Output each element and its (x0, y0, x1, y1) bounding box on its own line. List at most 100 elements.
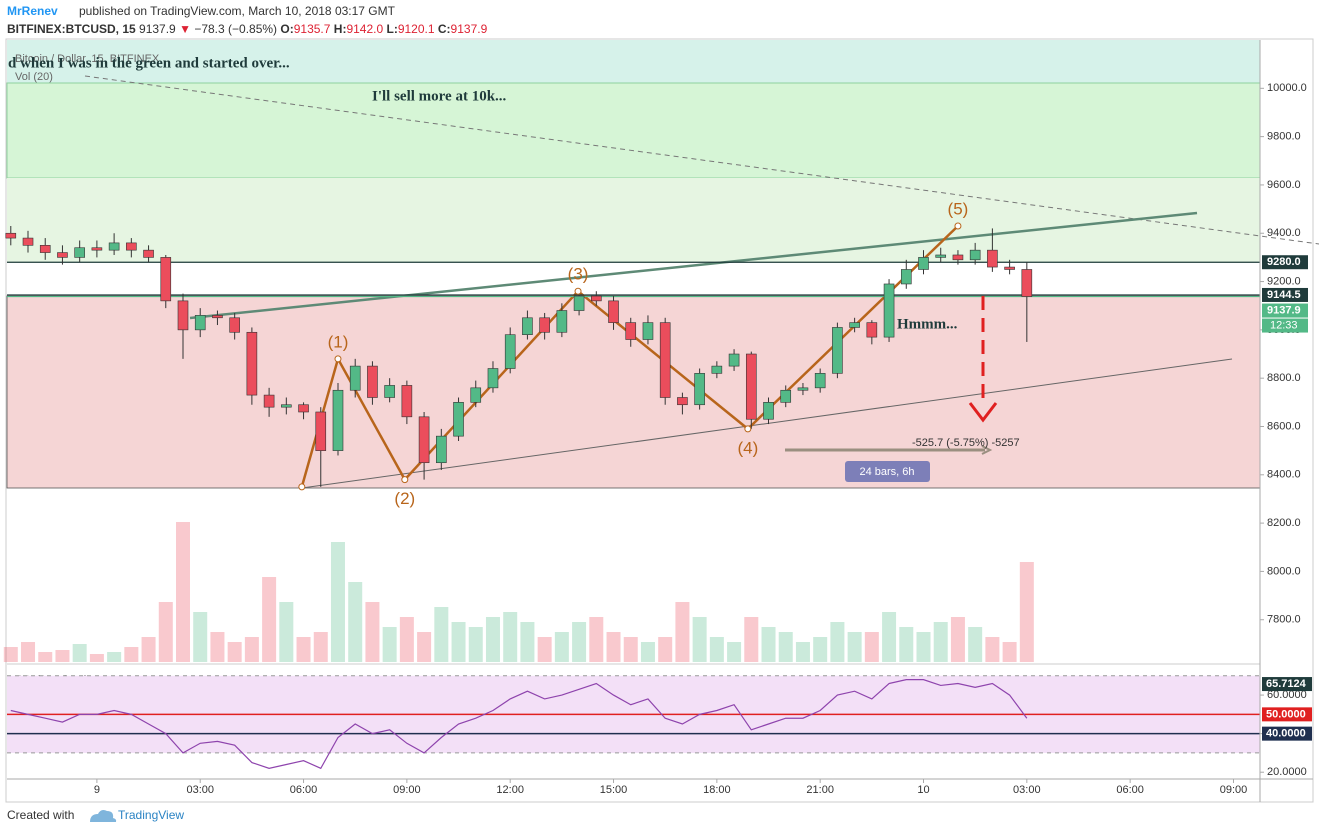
candle-body (832, 327, 843, 374)
candle-body (160, 257, 172, 302)
volume-bar (279, 602, 294, 662)
candle-body (5, 232, 17, 239)
symbol: BITFINEX:BTCUSD, 15 (7, 22, 136, 36)
volume-bar (589, 617, 604, 662)
candle-body (453, 402, 464, 437)
rsi-marker (1262, 677, 1312, 692)
volume-bar (262, 577, 277, 662)
open-label: O: (280, 22, 293, 36)
candle-body (143, 249, 154, 258)
volume-bar (55, 650, 70, 662)
volume-bar (709, 637, 724, 662)
candle-body (969, 249, 981, 261)
candle-body (677, 397, 688, 406)
candle-body (177, 300, 189, 331)
candle-body (987, 249, 998, 268)
x-tick-label: 03:00 (186, 784, 214, 796)
x-tick-label: 12:00 (496, 784, 524, 796)
candle-body (212, 315, 223, 319)
volume-bar (795, 642, 810, 662)
volume-bar (417, 632, 432, 662)
volume-bar (950, 617, 965, 662)
volume-bar (899, 627, 914, 662)
candle-body (659, 322, 671, 398)
foreground-layer: (1) (2) (3) (4) (5) (5, 199, 1033, 508)
volume-bar (210, 632, 225, 662)
wave-point (298, 483, 306, 491)
candle-body (711, 365, 723, 374)
volume-bar (778, 632, 793, 662)
candle-body (935, 254, 947, 258)
candle-body (401, 385, 413, 418)
volume-bar (451, 622, 466, 662)
candle-body (556, 310, 568, 333)
footer-brand[interactable]: TradingView (118, 808, 184, 822)
dashed-trendline (84, 75, 1319, 245)
candle-body (573, 295, 585, 311)
candle-body (418, 416, 430, 464)
wave-point (954, 222, 962, 230)
candle-body (349, 365, 361, 391)
y-tick-label: 9800.0 (1267, 131, 1301, 143)
volume-bar (761, 627, 776, 662)
candle-body (883, 283, 895, 338)
candle-body (298, 404, 309, 413)
volume-bar (468, 627, 483, 662)
volume-bar (882, 612, 897, 662)
volume-bar (623, 637, 638, 662)
volume-bar (158, 602, 173, 662)
price-marker (1262, 255, 1308, 270)
volume-bar (640, 642, 655, 662)
volume-bar (485, 617, 500, 662)
volume-bar (1002, 642, 1017, 662)
high-label: H: (334, 22, 347, 36)
footer-created: Created with (7, 808, 74, 822)
candle-body (849, 322, 860, 328)
candle-body (22, 237, 34, 246)
volume-bar (124, 647, 139, 662)
price-marker (1262, 303, 1308, 318)
volume-bar (21, 642, 36, 662)
annotation: Hmmm... (897, 316, 958, 332)
x-tick-label: 06:00 (1116, 784, 1144, 796)
volume-bar (313, 632, 328, 662)
volume-bar (3, 647, 18, 662)
rsi-line (10, 679, 1028, 770)
volume-bar (554, 632, 569, 662)
volume-bar (606, 632, 621, 662)
volume-bar (692, 617, 707, 662)
author[interactable]: MrRenev (7, 4, 58, 18)
price-marker-label: 9137.9 (1267, 304, 1301, 316)
y-tick-label: 8400.0 (1267, 469, 1301, 481)
volume-bar (72, 644, 87, 662)
logo[interactable] (90, 810, 117, 822)
candle-body (470, 387, 482, 403)
volume-bar (38, 652, 53, 662)
candle-body (694, 373, 705, 406)
low-label: L: (387, 22, 398, 36)
last: 9137.9 (139, 22, 176, 36)
y-tick-label: 10000.0 (1267, 82, 1307, 94)
candle-body (281, 404, 292, 408)
candle-body (814, 373, 826, 389)
y-tick-label: 9400.0 (1267, 227, 1301, 239)
volume-bar (916, 632, 931, 662)
volume-layer (3, 522, 1034, 662)
volume-bar (830, 622, 845, 662)
x-tick-label: 06:00 (290, 784, 318, 796)
annotations: Bitcoin / Dollar, 15, BITFINEX d when I … (8, 53, 1020, 482)
wave-point (574, 287, 582, 295)
measure-bars: 24 bars, 6h (859, 466, 914, 478)
volume-bar (227, 642, 242, 662)
candle-body (332, 389, 344, 451)
wave-point (744, 425, 752, 433)
candle-body (504, 334, 516, 369)
candle-body (1004, 266, 1015, 270)
x-tick-label: 15:00 (600, 784, 628, 796)
y-tick-label: 7800.0 (1267, 614, 1301, 626)
candle-body (763, 402, 774, 420)
candle-body (229, 317, 240, 333)
volume-bar (348, 582, 363, 662)
candle-body (608, 300, 619, 323)
